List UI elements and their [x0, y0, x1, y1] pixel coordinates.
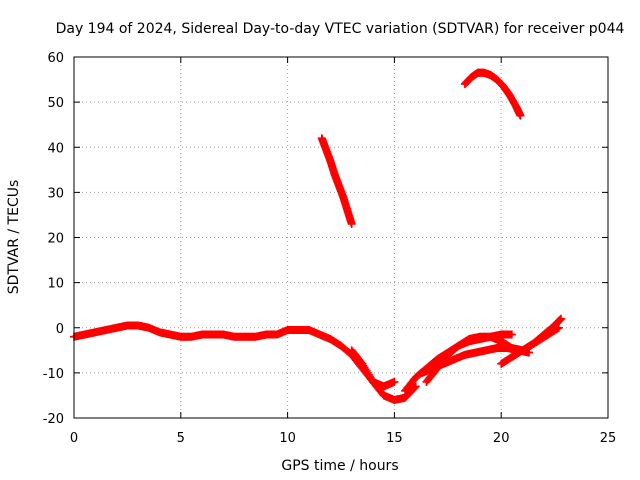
x-tick-label: 20 [493, 431, 510, 446]
y-tick-label: 10 [47, 277, 64, 292]
data-point [554, 323, 563, 332]
y-tick-label: 0 [56, 322, 64, 337]
x-axis-label: GPS time / hours [281, 458, 398, 474]
series-dip-low [347, 346, 420, 404]
x-tick-label: 5 [177, 431, 185, 446]
y-tick-label: 20 [47, 232, 64, 247]
x-tick-label: 25 [600, 431, 617, 446]
y-tick-label: 60 [47, 51, 64, 66]
series-late-rise [497, 314, 566, 368]
y-tick-label: -20 [43, 412, 64, 427]
data-point [411, 382, 420, 391]
axis-ticks: 0 5 10 15 20 25 -20 -10 0 10 20 30 40 50 60 [43, 51, 617, 446]
y-tick-label: 40 [47, 141, 64, 156]
data-point [390, 377, 399, 386]
x-tick-label: 10 [279, 431, 296, 446]
data-point [507, 330, 516, 339]
chart-title: Day 194 of 2024, Sidereal Day-to-day VTE… [56, 21, 625, 37]
series-late-rise-2 [522, 323, 563, 353]
series-arc-descending [317, 134, 356, 228]
series-recovery-3 [422, 332, 527, 386]
y-tick-label: 30 [47, 186, 64, 201]
data-point [347, 219, 356, 228]
series-arc-top [460, 68, 525, 120]
x-tick-label: 15 [386, 431, 403, 446]
y-axis-label: SDTVAR / TECUs [6, 180, 22, 295]
data-point [557, 314, 566, 323]
data-point [516, 111, 525, 120]
y-tick-label: 50 [47, 96, 64, 111]
grid-lines [74, 57, 608, 418]
y-tick-label: -10 [43, 367, 64, 382]
x-tick-label: 0 [70, 431, 78, 446]
series-baseline [70, 321, 399, 391]
data-points [70, 68, 566, 404]
